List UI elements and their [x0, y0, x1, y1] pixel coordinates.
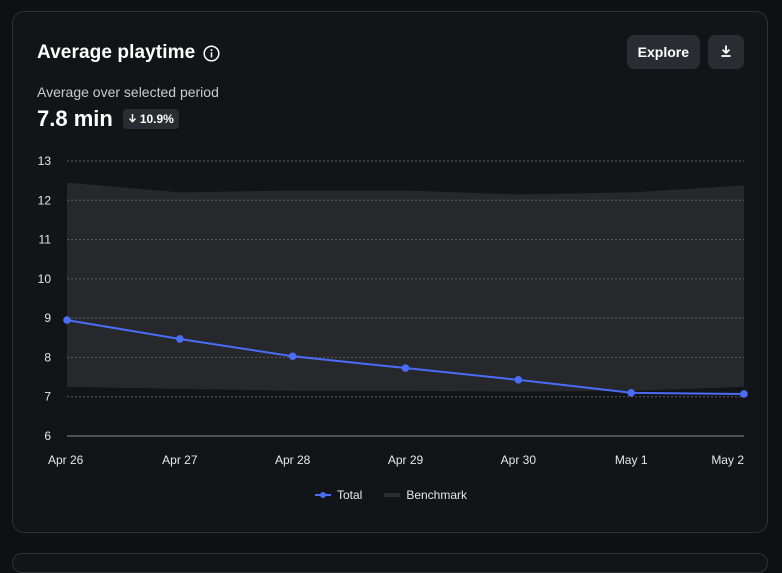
legend-total-label: Total [336, 488, 363, 502]
line-chart: 6 7 8 9 10 11 12 13 Apr 26 Apr 27 Apr 28 Apr 29 Apr … [38, 154, 748, 467]
y-tick-label-11: 11 [39, 233, 52, 247]
data-point-6 [740, 390, 748, 398]
x-tick-label-4: Apr 30 [501, 453, 537, 467]
data-point-0 [63, 316, 71, 324]
average-playtime-card: Average playtime Explore Average over se… [12, 11, 768, 533]
chart-legend: Total Benchmark [13, 488, 769, 502]
y-tick-label-12: 12 [38, 193, 52, 207]
data-point-4 [514, 376, 523, 384]
x-tick-label-5: May 1 [615, 453, 648, 467]
data-point-2 [288, 352, 297, 361]
x-tick-label-3: Apr 29 [388, 453, 424, 467]
card-subtitle: Average over selected period [37, 84, 219, 100]
info-icon[interactable] [203, 44, 220, 62]
legend-total-swatch [314, 492, 331, 498]
x-tick-label-0: Apr 26 [48, 453, 84, 467]
change-value: 10.9% [139, 112, 174, 126]
legend-benchmark-swatch [384, 493, 401, 497]
legend-item-total[interactable]: Total [314, 488, 363, 502]
y-tick-label-10: 10 [38, 272, 52, 286]
metric-value: 7.8 min [37, 106, 113, 131]
y-tick-label-13: 13 [38, 154, 52, 168]
y-tick-label-8: 8 [44, 350, 51, 364]
card-actions: Explore [626, 35, 744, 69]
legend-benchmark-label: Benchmark [406, 488, 468, 502]
explore-button[interactable]: Explore [626, 35, 700, 69]
benchmark-band [67, 182, 744, 392]
data-point-1 [176, 335, 184, 343]
arrow-down-icon [128, 112, 137, 126]
y-tick-label-7: 7 [44, 390, 51, 404]
title-row: Average playtime [37, 42, 220, 64]
change-badge: 10.9% [122, 109, 179, 129]
x-tick-label-6: May 2 [711, 453, 744, 467]
x-tick-label-2: Apr 28 [275, 453, 311, 467]
y-tick-label-6: 6 [44, 429, 51, 443]
legend-item-benchmark[interactable]: Benchmark [384, 488, 467, 502]
y-tick-label-9: 9 [44, 311, 51, 325]
download-button[interactable] [708, 35, 744, 69]
data-point-5 [627, 388, 635, 397]
data-point-3 [401, 364, 410, 372]
next-card [12, 553, 768, 573]
download-icon [719, 44, 733, 61]
metric-row: 7.8 min 10.9% [37, 106, 179, 132]
x-tick-label-1: Apr 27 [162, 453, 198, 467]
card-title: Average playtime [37, 42, 196, 63]
